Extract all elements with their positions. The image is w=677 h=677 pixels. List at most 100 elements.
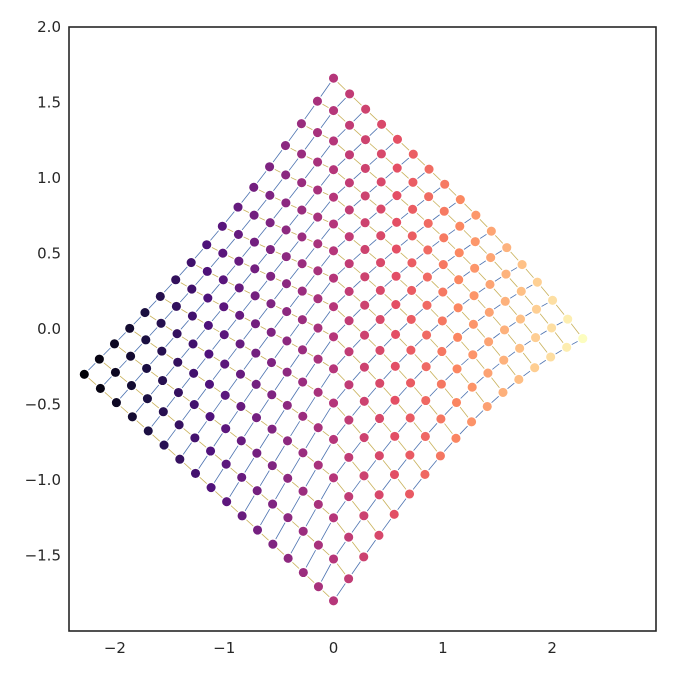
data-point [220,458,233,470]
data-point [342,531,355,544]
data-point [531,276,544,288]
data-point [249,347,262,359]
data-point [358,270,371,283]
data-point [173,453,186,466]
data-point [327,433,340,446]
data-point [450,432,462,445]
data-point [358,469,370,482]
data-point [312,421,325,434]
data-point [251,524,264,536]
data-point [234,368,247,381]
data-point [327,397,340,409]
data-point [109,366,122,379]
data-point [296,257,308,270]
data-point [188,398,201,411]
data-point [359,162,372,175]
data-point [466,348,479,361]
data-point [279,139,292,152]
data-point [312,459,325,471]
data-points [78,72,589,607]
data-point [450,396,463,409]
data-point [469,235,482,248]
data-point [282,511,294,524]
data-point [189,432,201,444]
data-point [217,300,230,313]
data-point [374,344,386,357]
data-point [250,411,263,424]
data-point [343,204,356,216]
data-point [311,184,324,196]
data-point [155,345,168,357]
data-point [391,133,404,146]
data-point [235,434,248,447]
data-point [451,331,464,344]
data-point [374,256,387,269]
data-point [297,525,310,538]
data-point [453,246,466,259]
data-point [452,273,465,286]
data-point [327,511,340,524]
data-point [422,190,435,203]
data-point [123,322,136,335]
data-point [375,176,388,188]
data-point [390,216,403,229]
data-point [265,356,278,369]
data-point [264,270,277,283]
x-tick-label: 2 [547,639,557,657]
data-point [576,332,589,345]
data-point [484,251,497,264]
data-point [296,231,308,243]
data-point [327,272,340,285]
data-point [513,342,526,355]
data-point [139,334,152,346]
data-point [436,286,449,298]
data-point [266,459,279,472]
data-point [498,324,511,336]
data-point [266,423,278,435]
data-point [389,298,402,311]
data-point [343,314,355,327]
data-point [217,273,230,286]
data-point [403,488,416,500]
data-point [327,135,340,147]
data-point [281,335,293,347]
data-point [185,283,198,295]
plot-frame [68,26,657,632]
data-point [157,405,170,418]
data-point [374,229,387,242]
data-point [232,228,245,241]
data-point [296,376,309,388]
data-point [265,297,277,310]
data-point [389,328,402,341]
data-point [358,431,370,444]
data-point [158,439,170,451]
data-point [281,366,293,378]
data-point [267,538,279,551]
data-point [202,319,215,332]
data-point [327,553,340,565]
data-point [528,361,541,374]
data-point [220,495,233,508]
data-point [514,313,527,325]
data-point [282,552,294,565]
data-point [468,289,480,302]
data-point [342,490,355,503]
data-point [438,178,451,191]
data-point [297,566,310,579]
data-point [327,471,340,484]
data-point [327,72,340,85]
data-point [375,148,388,160]
y-axis-ticks: −1.5 −1.0 −0.5 0.0 0.5 1.0 1.5 2.0 [25,18,61,565]
data-point [358,395,371,408]
data-point [422,217,435,230]
data-point [405,284,418,297]
data-point [406,256,418,269]
data-point [419,430,432,443]
data-point [453,220,466,233]
data-point [435,378,448,390]
data-point [247,181,260,194]
data-point [357,551,370,563]
data-point [311,156,324,168]
data-point [468,262,481,275]
data-point [171,327,183,340]
